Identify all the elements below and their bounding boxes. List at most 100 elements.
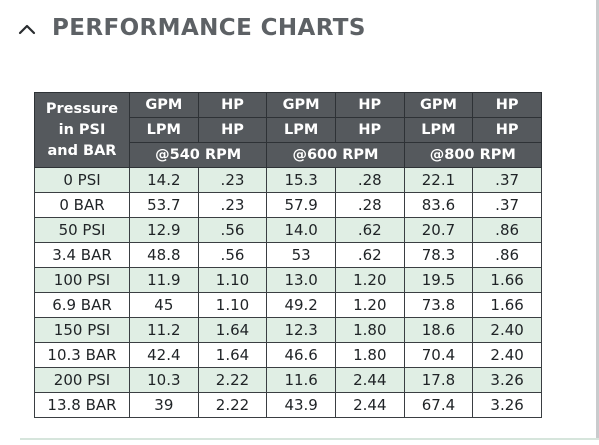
flow-cell: 53 — [266, 242, 336, 268]
unit-header: GPM — [266, 92, 336, 118]
hp-cell: 1.64 — [197, 317, 268, 343]
hp-cell: .28 — [334, 167, 405, 193]
unit-header: GPM — [403, 92, 474, 118]
unit-header: HP — [472, 117, 542, 143]
unit-header: HP — [197, 117, 268, 143]
pressure-cell: 10.3 BAR — [34, 342, 130, 368]
chevron-up-icon[interactable] — [16, 19, 38, 41]
flow-cell: 12.3 — [266, 317, 336, 343]
flow-cell: 13.0 — [266, 267, 336, 293]
flow-cell: 57.9 — [266, 192, 336, 218]
unit-header: LPM — [403, 117, 474, 143]
flow-cell: 10.3 — [129, 367, 199, 393]
flow-cell: 67.4 — [403, 392, 474, 418]
flow-cell: 11.2 — [129, 317, 199, 343]
section-header: PERFORMANCE CHARTS — [0, 0, 599, 64]
pressure-cell: 200 PSI — [34, 367, 130, 393]
hp-cell: 1.80 — [334, 342, 405, 368]
flow-cell: 15.3 — [266, 167, 336, 193]
hp-cell: 1.80 — [334, 317, 405, 343]
header-row-units-2: LPM HP LPM HP LPM HP — [35, 117, 542, 143]
hp-cell: .86 — [472, 217, 542, 243]
hp-cell: 2.40 — [472, 342, 542, 368]
hp-cell: 1.10 — [197, 267, 268, 293]
flow-cell: 53.7 — [129, 192, 199, 218]
flow-cell: 19.5 — [403, 267, 474, 293]
unit-header: HP — [197, 92, 268, 118]
header-row-rpm: @540 RPM @600 RPM @800 RPM — [35, 142, 542, 168]
section-title[interactable]: PERFORMANCE CHARTS — [52, 15, 366, 41]
unit-header: LPM — [129, 117, 199, 143]
hp-cell: 3.26 — [472, 367, 542, 393]
hp-cell: .28 — [334, 192, 405, 218]
hp-cell: .37 — [472, 192, 542, 218]
unit-header: GPM — [129, 92, 199, 118]
hp-cell: 1.66 — [472, 267, 542, 293]
hp-cell: 2.44 — [334, 367, 405, 393]
flow-cell: 22.1 — [403, 167, 474, 193]
right-divider — [596, 0, 599, 440]
flow-cell: 11.6 — [266, 367, 336, 393]
hp-cell: 2.22 — [197, 367, 268, 393]
pressure-cell: 100 PSI — [34, 267, 130, 293]
flow-cell: 70.4 — [403, 342, 474, 368]
flow-cell: 18.6 — [403, 317, 474, 343]
hp-cell: .23 — [197, 167, 268, 193]
hp-cell: 1.20 — [334, 292, 405, 318]
hp-cell: .37 — [472, 167, 542, 193]
flow-cell: 45 — [129, 292, 199, 318]
hp-cell: .62 — [334, 242, 405, 268]
hp-cell: 2.44 — [334, 392, 405, 418]
rpm-group-header: @800 RPM — [403, 142, 542, 168]
flow-cell: 43.9 — [266, 392, 336, 418]
pressure-cell: 0 PSI — [34, 167, 130, 193]
pressure-header-line: in PSI — [58, 121, 106, 138]
header-row-units-1: Pressure in PSI and BAR GPM HP GPM HP GP… — [34, 92, 542, 168]
flow-cell: 49.2 — [266, 292, 336, 318]
flow-cell: 17.8 — [403, 367, 474, 393]
rpm-group-header: @540 RPM — [128, 142, 268, 168]
performance-table: Pressure in PSI and BAR GPM HP GPM HP GP… — [34, 92, 542, 418]
table-row: 50 PSI 12.9.56 14.0.62 20.7.86 — [34, 217, 542, 243]
hp-cell: .56 — [197, 217, 268, 243]
flow-cell: 42.4 — [129, 342, 199, 368]
flow-cell: 83.6 — [403, 192, 474, 218]
table-row: 13.8 BAR 39 2.22 43.9 2.44 67.4 3.26 — [34, 392, 542, 418]
bottom-rule — [20, 438, 599, 440]
pressure-cell: 13.8 BAR — [34, 392, 130, 418]
hp-cell: 2.40 — [472, 317, 542, 343]
hp-cell: 2.22 — [197, 392, 268, 418]
hp-cell: .62 — [334, 217, 405, 243]
hp-cell: 1.64 — [197, 342, 268, 368]
unit-header: HP — [472, 92, 542, 118]
pressure-header-line: and BAR — [47, 142, 117, 159]
hp-cell: 3.26 — [472, 392, 542, 418]
flow-cell: 39 — [129, 392, 199, 418]
hp-cell: .23 — [197, 192, 268, 218]
flow-cell: 14.0 — [266, 217, 336, 243]
unit-header: HP — [334, 117, 405, 143]
flow-cell: 48.8 — [129, 242, 199, 268]
flow-cell: 12.9 — [129, 217, 199, 243]
hp-cell: 1.66 — [472, 292, 542, 318]
table-row: 150 PSI 11.2 1.64 12.3 1.80 18.6 2.40 — [34, 317, 542, 343]
unit-header: HP — [334, 92, 405, 118]
table-row: 200 PSI 10.3 2.22 11.6 2.44 17.8 3.26 — [34, 367, 542, 393]
hp-cell: 1.10 — [197, 292, 268, 318]
pressure-cell: 6.9 BAR — [34, 292, 130, 318]
performance-table-body: 0 PSI 14.2.23 15.3.28 22.1.37 0 BAR 53.7.23 57… — [34, 167, 542, 418]
flow-cell: 14.2 — [129, 167, 199, 193]
table-row: 100 PSI 11.9 1.10 13.0 1.20 19.5 1.66 — [34, 267, 542, 293]
table-row: 3.4 BAR 48.8.56 53.62 78.3.86 — [34, 242, 542, 268]
pressure-cell: 50 PSI — [34, 217, 130, 243]
hp-cell: 1.20 — [334, 267, 405, 293]
flow-cell: 11.9 — [129, 267, 199, 293]
table-row: 0 PSI 14.2.23 15.3.28 22.1.37 — [34, 167, 542, 193]
pressure-cell: 150 PSI — [34, 317, 130, 343]
unit-header: LPM — [266, 117, 336, 143]
rpm-group-header: @600 RPM — [266, 142, 405, 168]
pressure-header-line: Pressure — [45, 100, 119, 117]
pressure-cell: 0 BAR — [34, 192, 130, 218]
hp-cell: .86 — [472, 242, 542, 268]
hp-cell: .56 — [197, 242, 268, 268]
